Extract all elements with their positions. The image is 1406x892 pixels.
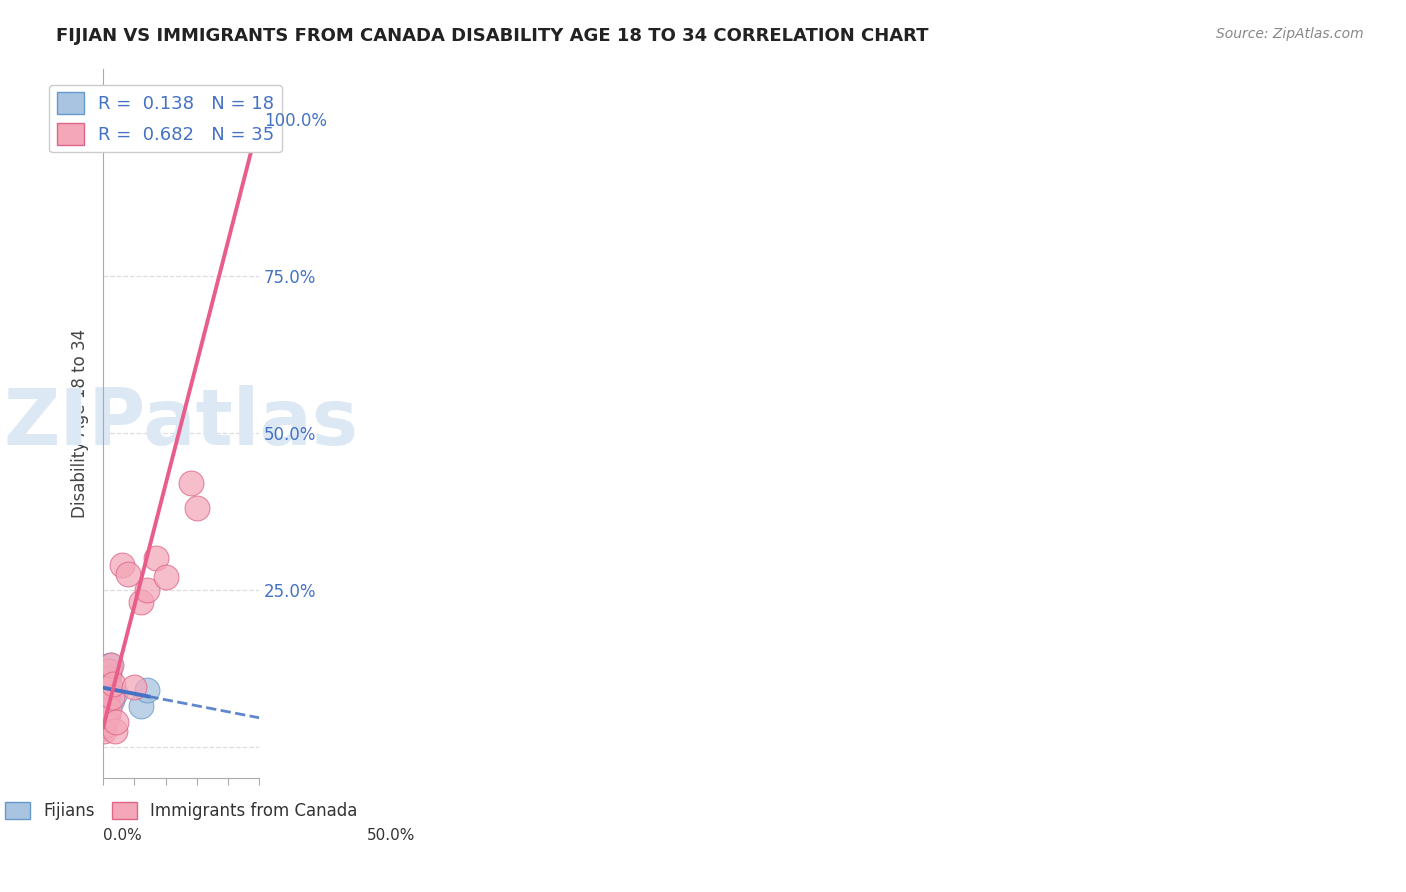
Point <box>94 708 117 723</box>
Point <box>101 677 124 691</box>
Text: ZIPatlas: ZIPatlas <box>4 385 359 461</box>
Point <box>96 692 118 706</box>
Text: 0.0%: 0.0% <box>103 828 142 843</box>
Point <box>117 567 139 582</box>
Point <box>96 671 118 685</box>
Point <box>135 683 157 698</box>
Point <box>129 595 152 609</box>
Point <box>135 582 157 597</box>
Point <box>96 690 118 704</box>
Point <box>93 721 115 735</box>
Legend: Fijians, Immigrants from Canada: Fijians, Immigrants from Canada <box>0 795 364 827</box>
Point <box>97 686 120 700</box>
Point <box>97 683 120 698</box>
Point <box>129 698 152 713</box>
Point <box>105 714 128 729</box>
Point <box>186 501 208 516</box>
Point <box>94 680 117 694</box>
Point <box>94 686 117 700</box>
Point <box>93 702 115 716</box>
Point <box>101 692 124 706</box>
Point <box>96 677 118 691</box>
Point <box>96 673 118 688</box>
Text: Source: ZipAtlas.com: Source: ZipAtlas.com <box>1216 27 1364 41</box>
Point <box>104 686 127 700</box>
Point <box>145 551 167 566</box>
Point <box>97 708 120 723</box>
Point <box>94 712 117 726</box>
Point <box>111 558 134 572</box>
Point <box>155 570 177 584</box>
Point <box>94 718 117 732</box>
Point <box>104 724 127 739</box>
Point <box>97 665 120 679</box>
Text: 50.0%: 50.0% <box>367 828 415 843</box>
Point <box>94 677 117 691</box>
Point <box>93 696 115 710</box>
Point <box>96 671 118 685</box>
Point <box>97 690 120 704</box>
Point <box>96 665 118 679</box>
Point <box>100 658 122 673</box>
Point <box>98 680 121 694</box>
Point <box>98 702 121 716</box>
Text: FIJIAN VS IMMIGRANTS FROM CANADA DISABILITY AGE 18 TO 34 CORRELATION CHART: FIJIAN VS IMMIGRANTS FROM CANADA DISABIL… <box>56 27 929 45</box>
Point <box>204 112 226 126</box>
Point <box>94 683 117 698</box>
Point <box>101 690 124 704</box>
Point <box>96 702 118 716</box>
Point <box>97 667 120 681</box>
Y-axis label: Disability Age 18 to 34: Disability Age 18 to 34 <box>72 329 89 518</box>
Point <box>93 714 115 729</box>
Point <box>98 658 121 673</box>
Point <box>94 706 117 720</box>
Point <box>225 112 247 126</box>
Point <box>96 680 118 694</box>
Point <box>93 712 115 726</box>
Point <box>93 692 115 706</box>
Point <box>124 680 146 694</box>
Point <box>179 476 201 491</box>
Point <box>93 724 115 739</box>
